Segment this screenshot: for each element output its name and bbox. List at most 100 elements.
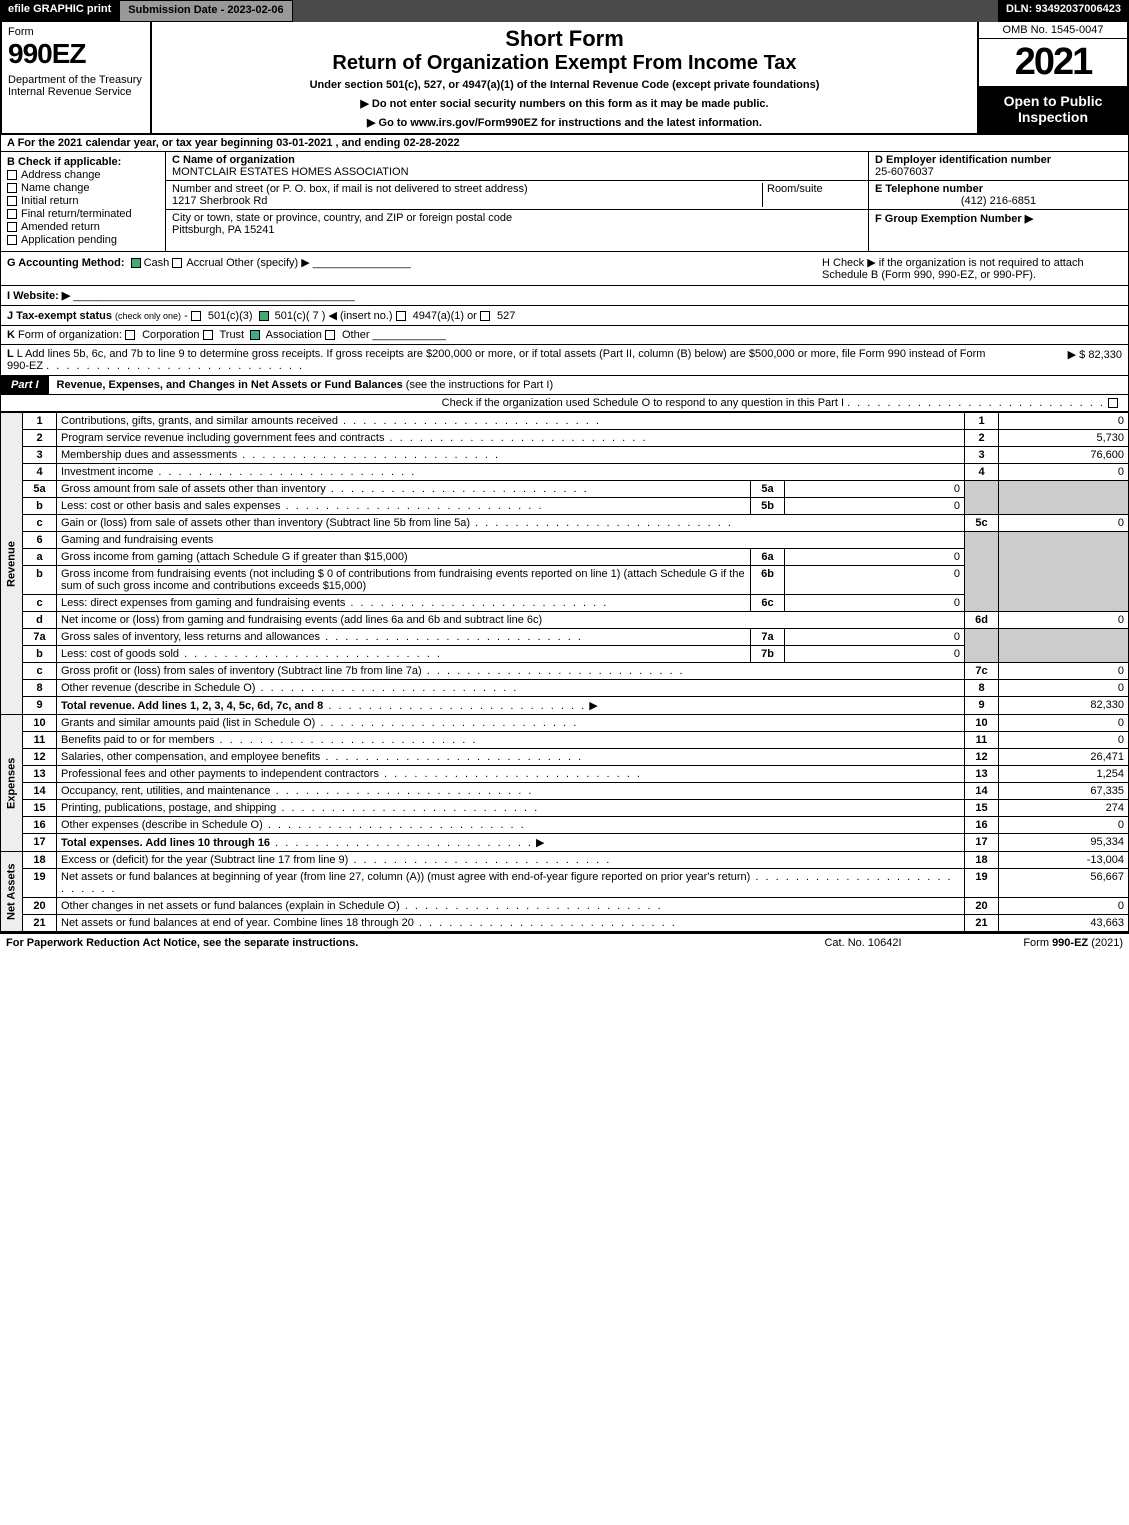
line-2: 2 Program service revenue including gove…	[1, 430, 1129, 447]
under-section: Under section 501(c), 527, or 4947(a)(1)…	[160, 79, 969, 91]
form-word: Form	[8, 26, 144, 38]
chk-accrual[interactable]	[172, 258, 182, 268]
row-a-tax-year: A For the 2021 calendar year, or tax yea…	[0, 135, 1129, 152]
row-l: L L Add lines 5b, 6c, and 7b to line 9 t…	[0, 345, 1129, 376]
phone-label: E Telephone number	[875, 183, 983, 195]
header-right: OMB No. 1545-0047 2021 Open to Public In…	[977, 22, 1127, 133]
row-l-value: ▶ $ 82,330	[1002, 348, 1122, 372]
chk-address[interactable]: Address change	[7, 169, 159, 181]
room-suite: Room/suite	[762, 183, 862, 207]
efile-print[interactable]: efile GRAPHIC print	[0, 0, 119, 22]
line-9: 9 Total revenue. Add lines 1, 2, 3, 4, 5…	[1, 697, 1129, 715]
line-16: 16 Other expenses (describe in Schedule …	[1, 817, 1129, 834]
line-11: 11 Benefits paid to or for members 11 0	[1, 732, 1129, 749]
chk-trust[interactable]	[203, 330, 213, 340]
side-expenses: Expenses	[1, 715, 23, 852]
line-3: 3 Membership dues and assessments 3 76,6…	[1, 447, 1129, 464]
line-5b: b Less: cost or other basis and sales ex…	[1, 498, 1129, 515]
line-5c: c Gain or (loss) from sale of assets oth…	[1, 515, 1129, 532]
line-10: Expenses 10 Grants and similar amounts p…	[1, 715, 1129, 732]
line-14: 14 Occupancy, rent, utilities, and maint…	[1, 783, 1129, 800]
header-center: Short Form Return of Organization Exempt…	[152, 22, 977, 133]
side-revenue: Revenue	[1, 413, 23, 715]
dln: DLN: 93492037006423	[998, 0, 1129, 22]
chk-pending[interactable]: Application pending	[7, 234, 159, 246]
line-21: 21 Net assets or fund balances at end of…	[1, 915, 1129, 932]
chk-other-org[interactable]	[325, 330, 335, 340]
city: Pittsburgh, PA 15241	[172, 224, 512, 236]
line-4: 4 Investment income 4 0	[1, 464, 1129, 481]
chk-4947[interactable]	[396, 311, 406, 321]
line-12: 12 Salaries, other compensation, and emp…	[1, 749, 1129, 766]
page-footer: For Paperwork Reduction Act Notice, see …	[0, 932, 1129, 952]
chk-amended[interactable]: Amended return	[7, 221, 159, 233]
part1-check-o: Check if the organization used Schedule …	[0, 395, 1129, 412]
note-link[interactable]: ▶ Go to www.irs.gov/Form990EZ for instru…	[160, 116, 969, 129]
line-6b: b Gross income from fundraising events (…	[1, 566, 1129, 595]
street-label: Number and street (or P. O. box, if mail…	[172, 183, 528, 195]
row-j-status: J Tax-exempt status (check only one) - 5…	[0, 306, 1129, 326]
row-k-org: K Form of organization: Corporation Trus…	[0, 326, 1129, 345]
part1-tab: Part I	[1, 376, 49, 394]
chk-schedule-o[interactable]	[1108, 398, 1118, 408]
ein-block: D Employer identification number 25-6076…	[869, 152, 1128, 181]
org-name-block: C Name of organization MONTCLAIR ESTATES…	[166, 152, 868, 181]
chk-final[interactable]: Final return/terminated	[7, 208, 159, 220]
line-1: Revenue 1 Contributions, gifts, grants, …	[1, 413, 1129, 430]
chk-cash[interactable]	[131, 258, 141, 268]
chk-name[interactable]: Name change	[7, 182, 159, 194]
footer-catno: Cat. No. 10642I	[763, 937, 963, 949]
side-netassets: Net Assets	[1, 852, 23, 932]
col-b: B Check if applicable: Address change Na…	[1, 152, 166, 251]
tax-year: 2021	[979, 39, 1127, 87]
line-7b: b Less: cost of goods sold 7b 0	[1, 646, 1129, 663]
block-bcdef: B Check if applicable: Address change Na…	[0, 152, 1129, 252]
line-18: Net Assets 18 Excess or (deficit) for th…	[1, 852, 1129, 869]
line-8: 8 Other revenue (describe in Schedule O)…	[1, 680, 1129, 697]
header-left: Form 990EZ Department of the Treasury In…	[2, 22, 152, 133]
chk-assoc[interactable]	[250, 330, 260, 340]
line-6: 6 Gaming and fundraising events	[1, 532, 1129, 549]
line-17: 17 Total expenses. Add lines 10 through …	[1, 834, 1129, 852]
top-bar: efile GRAPHIC print Submission Date - 20…	[0, 0, 1129, 22]
row-g: G Accounting Method: Cash Accrual Other …	[7, 256, 822, 281]
city-label: City or town, state or province, country…	[172, 212, 512, 224]
line-7a: 7a Gross sales of inventory, less return…	[1, 629, 1129, 646]
phone-value: (412) 216-6851	[875, 195, 1122, 207]
org-name-label: C Name of organization	[172, 154, 295, 166]
open-inspection: Open to Public Inspection	[979, 87, 1127, 133]
street-block: Number and street (or P. O. box, if mail…	[166, 181, 868, 210]
omb-number: OMB No. 1545-0047	[979, 22, 1127, 39]
part1-title: Revenue, Expenses, and Changes in Net As…	[49, 376, 1128, 394]
row-h: H Check ▶ if the organization is not req…	[822, 256, 1122, 281]
group-exempt-label: F Group Exemption Number ▶	[875, 213, 1033, 225]
line-19: 19 Net assets or fund balances at beginn…	[1, 869, 1129, 898]
col-b-header: B Check if applicable:	[7, 156, 159, 168]
line-6d: d Net income or (loss) from gaming and f…	[1, 612, 1129, 629]
chk-501c[interactable]	[259, 311, 269, 321]
footer-formno: Form 990-EZ (2021)	[963, 937, 1123, 949]
city-block: City or town, state or province, country…	[166, 210, 868, 251]
form-number: 990EZ	[8, 38, 144, 70]
line-7c: c Gross profit or (loss) from sales of i…	[1, 663, 1129, 680]
chk-initial[interactable]: Initial return	[7, 195, 159, 207]
chk-527[interactable]	[480, 311, 490, 321]
line-15: 15 Printing, publications, postage, and …	[1, 800, 1129, 817]
group-exempt-block: F Group Exemption Number ▶	[869, 210, 1128, 227]
form-title: Return of Organization Exempt From Incom…	[160, 52, 969, 75]
short-form: Short Form	[160, 26, 969, 52]
org-name: MONTCLAIR ESTATES HOMES ASSOCIATION	[172, 166, 409, 178]
line-6c: c Less: direct expenses from gaming and …	[1, 595, 1129, 612]
chk-corp[interactable]	[125, 330, 135, 340]
phone-block: E Telephone number (412) 216-6851	[869, 181, 1128, 210]
line-13: 13 Professional fees and other payments …	[1, 766, 1129, 783]
line-20: 20 Other changes in net assets or fund b…	[1, 898, 1129, 915]
col-de: D Employer identification number 25-6076…	[868, 152, 1128, 251]
line-6a: a Gross income from gaming (attach Sched…	[1, 549, 1129, 566]
street: 1217 Sherbrook Rd	[172, 195, 762, 207]
chk-501c3[interactable]	[191, 311, 201, 321]
ein-label: D Employer identification number	[875, 154, 1051, 166]
footer-paperwork: For Paperwork Reduction Act Notice, see …	[6, 937, 763, 949]
form-header: Form 990EZ Department of the Treasury In…	[0, 22, 1129, 135]
col-c: C Name of organization MONTCLAIR ESTATES…	[166, 152, 868, 251]
